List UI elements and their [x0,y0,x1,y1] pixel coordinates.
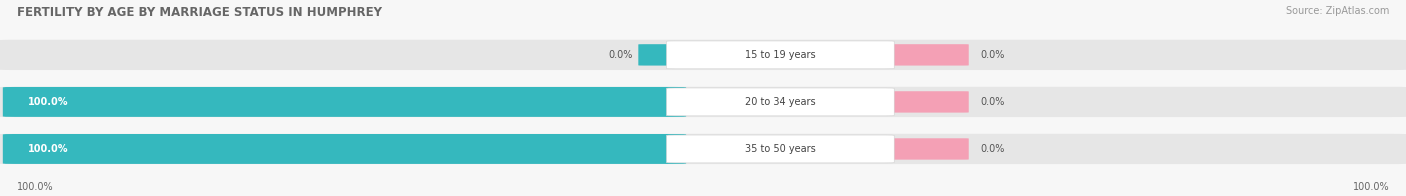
Text: 0.0%: 0.0% [980,50,1004,60]
Text: 100.0%: 100.0% [17,182,53,192]
Text: Source: ZipAtlas.com: Source: ZipAtlas.com [1285,6,1389,16]
Text: 20 to 34 years: 20 to 34 years [745,97,815,107]
FancyBboxPatch shape [666,88,894,116]
Text: 100.0%: 100.0% [1353,182,1389,192]
Text: 35 to 50 years: 35 to 50 years [745,144,815,154]
FancyBboxPatch shape [3,87,686,117]
FancyBboxPatch shape [0,40,1406,70]
FancyBboxPatch shape [3,134,686,164]
Text: 100.0%: 100.0% [28,97,69,107]
Text: 0.0%: 0.0% [980,97,1004,107]
FancyBboxPatch shape [880,91,969,113]
FancyBboxPatch shape [638,138,681,160]
FancyBboxPatch shape [0,87,1406,117]
FancyBboxPatch shape [638,91,681,113]
FancyBboxPatch shape [666,135,894,163]
Text: FERTILITY BY AGE BY MARRIAGE STATUS IN HUMPHREY: FERTILITY BY AGE BY MARRIAGE STATUS IN H… [17,6,382,19]
Text: 100.0%: 100.0% [28,144,69,154]
FancyBboxPatch shape [666,41,894,69]
FancyBboxPatch shape [880,44,969,66]
Text: 0.0%: 0.0% [980,144,1004,154]
FancyBboxPatch shape [880,138,969,160]
FancyBboxPatch shape [638,44,681,66]
FancyBboxPatch shape [0,134,1406,164]
Text: 0.0%: 0.0% [609,50,633,60]
Text: 15 to 19 years: 15 to 19 years [745,50,815,60]
